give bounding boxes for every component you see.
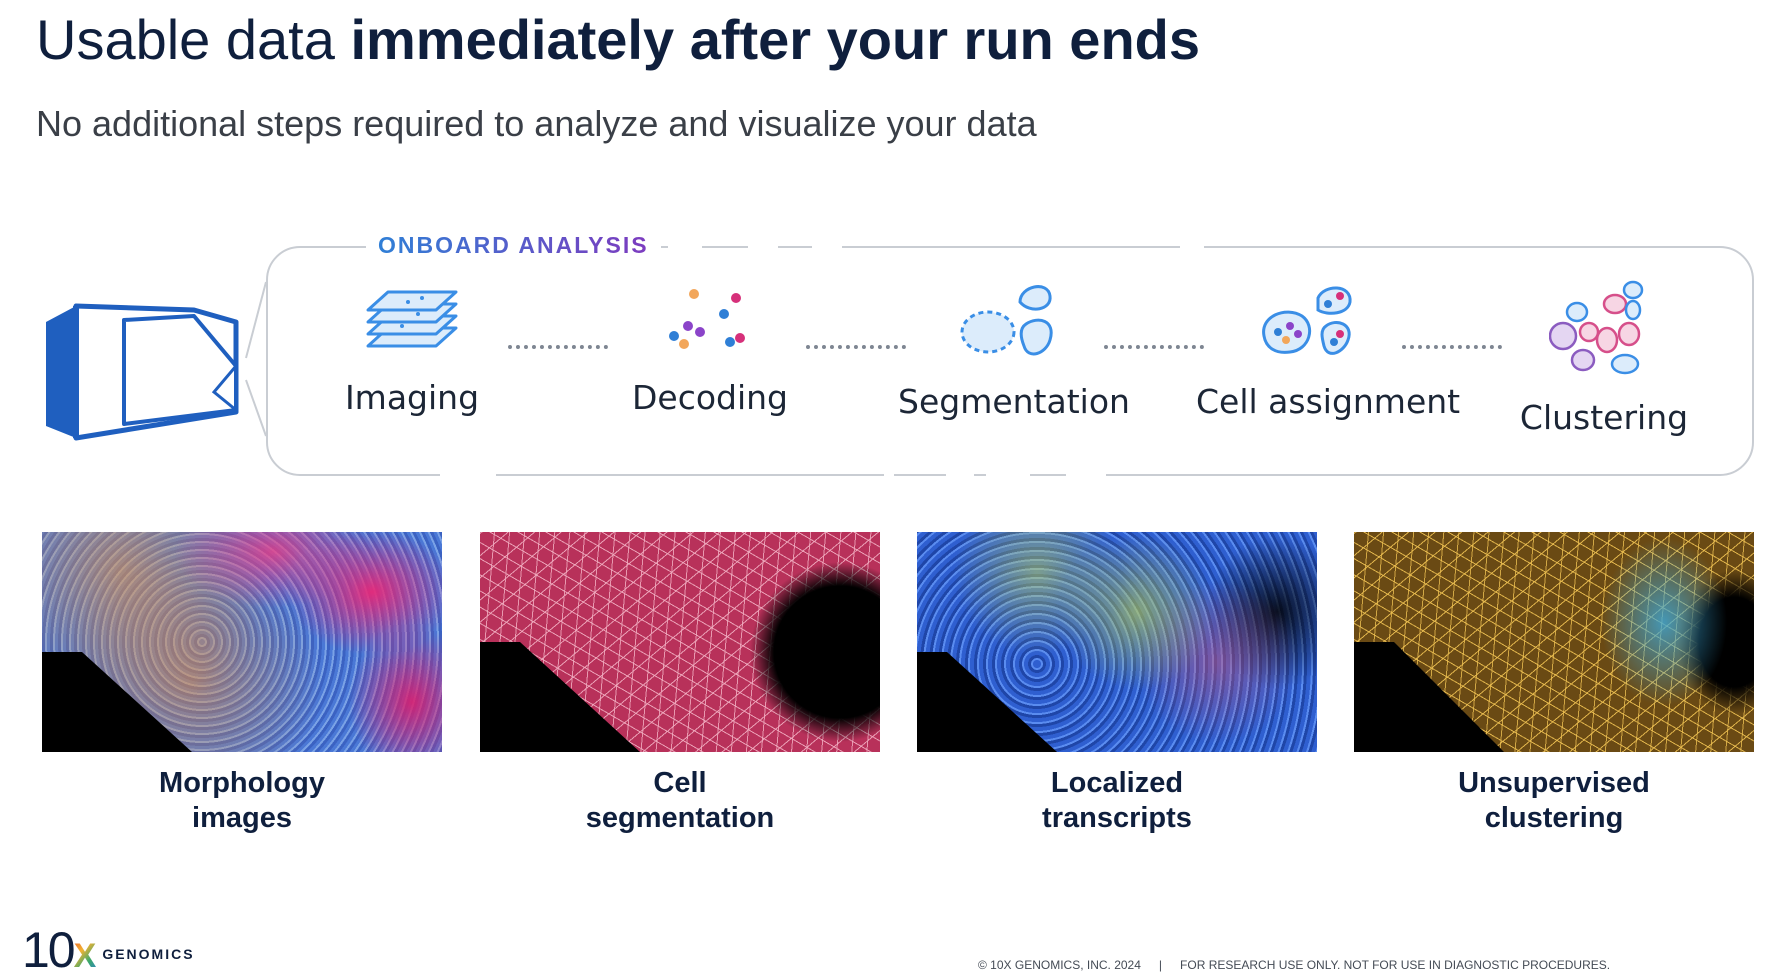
- logo-number: 10: [22, 922, 76, 978]
- colored-dots-icon: [669, 289, 745, 349]
- step-label: Decoding: [631, 378, 789, 417]
- caption-localized-transcripts: Localized transcripts: [1042, 767, 1192, 834]
- step-connector: [508, 345, 608, 349]
- caption-unsupervised-clustering: Unsupervised clustering: [1458, 767, 1650, 834]
- step-label: Clustering: [1519, 398, 1689, 437]
- step-connector: [806, 345, 906, 349]
- footer-disclaimer: FOR RESEARCH USE ONLY. NOT FOR USE IN DI…: [1180, 958, 1611, 972]
- colored-cells-icon: [1549, 280, 1644, 375]
- step-label: Imaging: [344, 378, 480, 417]
- step-connector: [1104, 345, 1204, 349]
- step-clustering: Clustering: [1494, 280, 1714, 437]
- logo-word: GENOMICS: [102, 946, 195, 962]
- cell-outlines-icon: [960, 285, 1053, 356]
- caption-cell-segmentation: Cell segmentation: [585, 767, 775, 834]
- company-logo: 10X GENOMICS: [22, 925, 195, 976]
- step-decoding: Decoding: [600, 280, 820, 417]
- footer: © 10X GENOMICS, INC. 2024 | FOR RESEARCH U…: [978, 958, 1610, 972]
- footer-copyright: © 10X GENOMICS, INC. 2024: [978, 958, 1141, 972]
- footer-separator: |: [1158, 958, 1163, 972]
- logo-x: X: [73, 937, 97, 975]
- caption-morphology: Morphology images: [159, 767, 325, 834]
- step-connector: [1402, 345, 1502, 349]
- step-label: Segmentation: [898, 382, 1130, 421]
- step-cell-assignment: Cell assignment: [1196, 280, 1461, 421]
- cell-segmentation-image: [480, 532, 880, 752]
- title-regular: Usable data: [36, 8, 351, 71]
- instrument-icon: [46, 281, 267, 441]
- stacked-layers-icon: [366, 290, 458, 348]
- unsupervised-clustering-image: [1354, 532, 1754, 752]
- onboard-analysis-label: ONBOARD ANALYSIS: [366, 232, 661, 259]
- page-subtitle: No additional steps required to analyze …: [36, 103, 1037, 144]
- cells-with-dots-icon: [1262, 286, 1352, 355]
- step-imaging: Imaging: [302, 280, 522, 417]
- page-title: Usable data immediately after your run e…: [36, 8, 1200, 72]
- morphology-image: [42, 532, 442, 752]
- step-label: Cell assignment: [1196, 382, 1461, 421]
- step-segmentation: Segmentation: [898, 280, 1130, 421]
- localized-transcripts-image: [917, 532, 1317, 752]
- title-bold: immediately after your run ends: [350, 8, 1201, 71]
